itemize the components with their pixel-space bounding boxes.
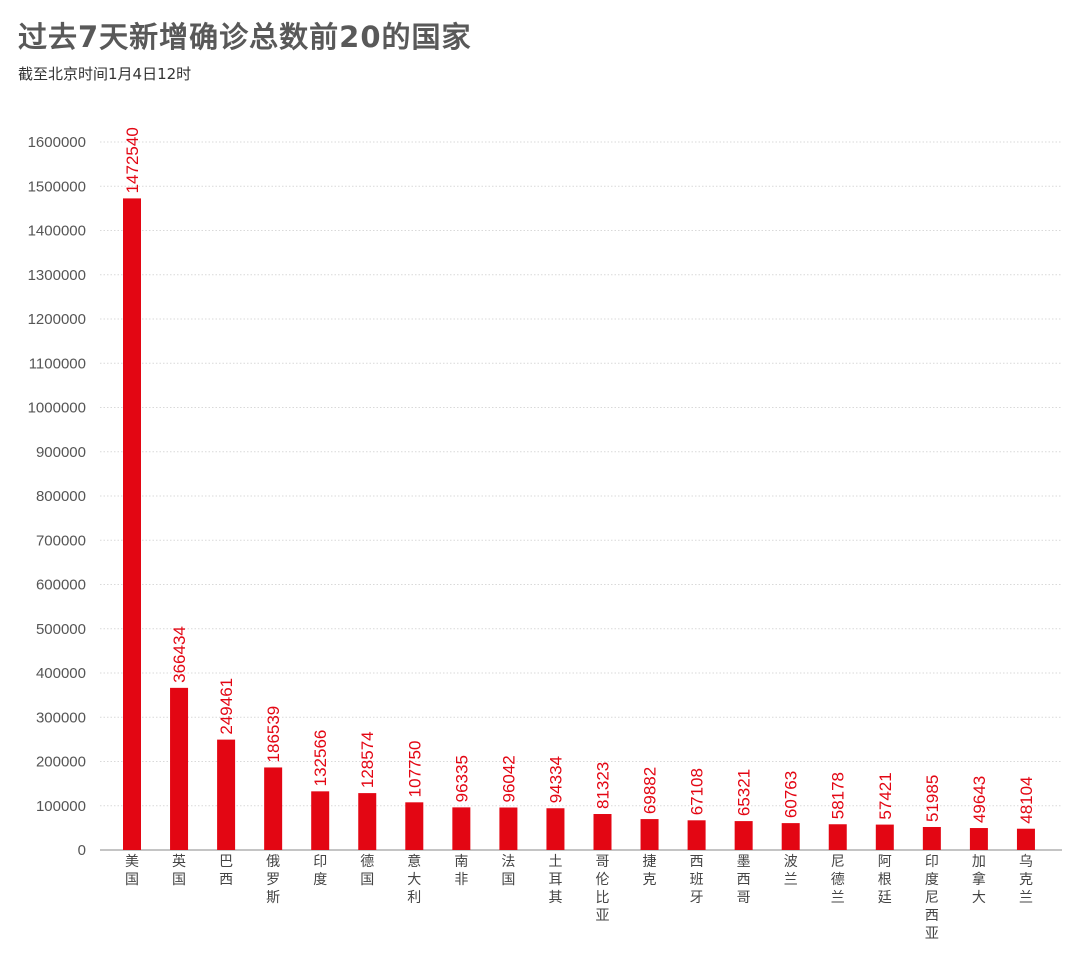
bar: [828, 824, 847, 850]
bar-value-label: 65321: [735, 769, 754, 816]
y-tick-label: 1400000: [28, 223, 86, 240]
bar-value-label: 81323: [594, 762, 613, 809]
x-category-label: 乌克兰: [1019, 854, 1033, 906]
x-category-label: 巴西: [219, 854, 233, 888]
y-tick-label: 1600000: [28, 134, 86, 151]
bar: [405, 802, 424, 850]
bar: [875, 824, 894, 850]
bar-value-label: 249461: [217, 678, 236, 735]
bar: [311, 791, 330, 850]
bar: [499, 807, 518, 850]
bar: [640, 819, 659, 850]
bar: [734, 821, 753, 850]
bar-value-label: 1472540: [123, 127, 142, 193]
bar: [1016, 828, 1035, 850]
x-category-label: 波兰: [784, 854, 798, 888]
y-tick-label: 900000: [36, 444, 86, 461]
bar-value-label: 57421: [876, 772, 895, 819]
y-tick-label: 1000000: [28, 400, 86, 417]
bar: [546, 808, 565, 850]
chart-subtitle: 截至北京时间1月4日12时: [18, 65, 192, 83]
x-category-label: 法国: [501, 854, 515, 888]
x-category-label: 印度尼西亚: [925, 854, 939, 942]
bar: [969, 828, 988, 850]
x-category-label: 意大利: [407, 853, 421, 906]
bar: [452, 807, 471, 850]
bar-value-label: 69882: [641, 767, 660, 814]
bar: [687, 820, 706, 850]
y-tick-label: 1500000: [28, 178, 86, 195]
bar-value-label: 60763: [782, 771, 801, 818]
bar-value-label: 48104: [1017, 776, 1036, 823]
y-tick-label: 600000: [36, 577, 86, 594]
y-tick-label: 100000: [36, 798, 86, 815]
bar: [264, 767, 283, 850]
bar-value-label: 58178: [829, 772, 848, 819]
y-tick-label: 1100000: [29, 355, 86, 372]
x-category-label: 捷克: [643, 854, 657, 888]
bar-value-label: 132566: [311, 730, 330, 787]
bar: [170, 687, 189, 850]
x-category-label: 墨西哥: [737, 854, 751, 906]
x-category-label: 阿根廷: [878, 854, 892, 906]
x-category-label: 西班牙: [690, 854, 704, 906]
x-category-label: 尼德兰: [831, 854, 845, 906]
bar-value-label: 107750: [405, 741, 424, 798]
bar: [781, 823, 800, 850]
bar-value-label: 96042: [499, 755, 518, 802]
bar-value-label: 128574: [358, 731, 377, 788]
bar-value-label: 49643: [970, 776, 989, 823]
y-tick-label: 0: [78, 842, 86, 859]
bar: [217, 739, 236, 850]
y-tick-label: 200000: [36, 754, 86, 771]
y-tick-label: 800000: [36, 488, 86, 505]
bar: [358, 793, 377, 850]
y-tick-label: 1300000: [28, 267, 86, 284]
bar-value-label: 366434: [170, 626, 189, 683]
x-category-label: 美国: [125, 854, 139, 888]
y-tick-label: 1200000: [28, 311, 86, 328]
bar-value-label: 67108: [688, 768, 707, 815]
x-category-label: 俄罗斯: [266, 854, 280, 906]
bar: [922, 826, 941, 850]
chart-title: 过去7天新增确诊总数前20的国家: [18, 20, 472, 54]
y-tick-label: 400000: [36, 665, 86, 682]
bar: [593, 814, 612, 850]
y-tick-label: 500000: [36, 621, 86, 638]
x-category-label: 南非: [454, 854, 468, 888]
x-category-label: 土耳其: [548, 854, 562, 906]
x-category-label: 哥伦比亚: [596, 854, 610, 924]
x-category-label: 英国: [172, 853, 186, 888]
x-category-label: 印度: [313, 854, 327, 888]
bar-value-label: 186539: [264, 706, 283, 763]
bar: [123, 198, 141, 850]
y-tick-label: 700000: [36, 532, 86, 549]
y-tick-label: 300000: [36, 709, 86, 726]
bar-value-label: 94334: [546, 756, 565, 803]
bar-value-label: 96335: [452, 755, 471, 802]
bar-value-label: 51985: [923, 775, 942, 822]
x-category-label: 德国: [360, 854, 374, 888]
x-category-label: 加拿大: [972, 854, 986, 906]
